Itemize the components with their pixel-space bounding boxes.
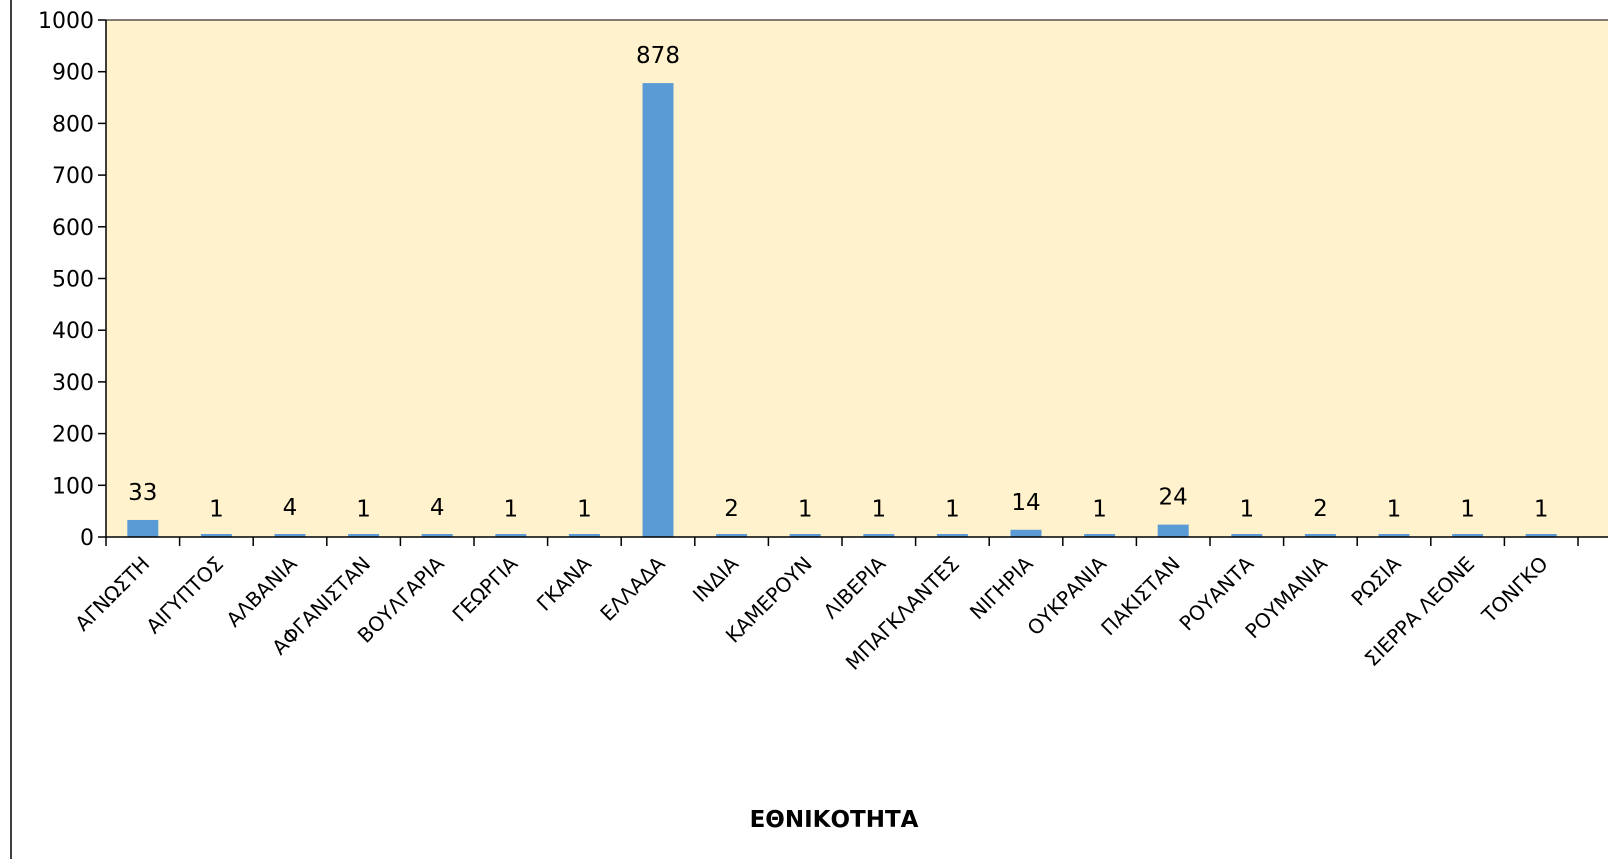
bar <box>642 83 674 537</box>
bar <box>274 534 306 537</box>
x-axis-title: ΕΘΝΙΚΟΤΗΤΑ <box>750 807 919 833</box>
data-label: 2 <box>1313 496 1328 522</box>
bar <box>421 534 453 537</box>
data-label: 1 <box>1387 496 1402 522</box>
data-label: 4 <box>283 495 298 521</box>
bar <box>495 534 527 537</box>
y-tick-label: 1000 <box>38 9 94 34</box>
data-label: 878 <box>636 43 680 69</box>
data-label: 1 <box>798 496 813 522</box>
data-label: 1 <box>871 496 886 522</box>
bar <box>348 534 380 537</box>
data-label: 4 <box>430 495 445 521</box>
y-tick-label: 500 <box>52 268 94 293</box>
data-label: 1 <box>1239 496 1254 522</box>
bar <box>789 534 821 537</box>
bar <box>1525 534 1557 537</box>
plot-area-background <box>105 19 1608 538</box>
y-tick-label: 0 <box>80 526 94 551</box>
bar <box>863 534 895 537</box>
data-label: 1 <box>1534 496 1549 522</box>
bar <box>568 534 600 537</box>
data-label: 33 <box>128 480 157 506</box>
data-label: 1 <box>503 496 518 522</box>
y-tick-label: 600 <box>52 216 94 241</box>
bar <box>1452 534 1484 537</box>
bar <box>1231 534 1263 537</box>
y-tick-label: 700 <box>52 164 94 189</box>
bar <box>127 519 159 537</box>
data-label: 1 <box>945 496 960 522</box>
data-label: 1 <box>1460 496 1475 522</box>
bar <box>936 534 968 537</box>
y-tick-label: 200 <box>52 423 94 448</box>
data-label: 1 <box>577 496 592 522</box>
y-tick-label: 800 <box>52 112 94 137</box>
y-tick-label: 100 <box>52 474 94 499</box>
bar <box>1304 534 1336 537</box>
data-label: 1 <box>356 496 371 522</box>
y-tick-label: 300 <box>52 371 94 396</box>
bar <box>716 534 748 537</box>
bar <box>1084 534 1116 537</box>
bar <box>200 534 232 537</box>
data-label: 1 <box>1092 496 1107 522</box>
y-axis: 0 100 200 300 400 500 600 700 800 900 1000 <box>38 9 107 551</box>
data-label: 1 <box>209 496 224 522</box>
data-label: 2 <box>724 496 739 522</box>
bar <box>1378 534 1410 537</box>
data-label: 14 <box>1011 490 1040 516</box>
y-tick-label: 400 <box>52 319 94 344</box>
data-label: 24 <box>1159 485 1188 511</box>
bars <box>127 83 1557 537</box>
bar <box>1010 529 1042 537</box>
y-tick-label: 900 <box>52 61 94 86</box>
bar <box>1157 524 1189 537</box>
